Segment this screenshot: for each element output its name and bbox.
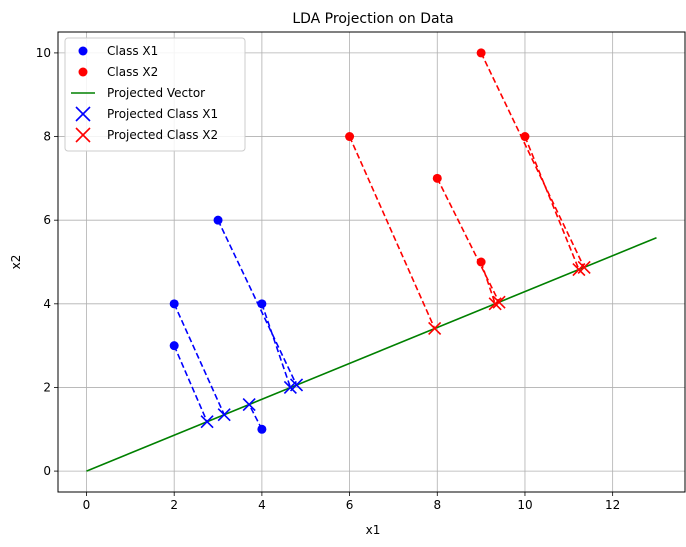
legend-box [64,37,246,152]
projection-line [436,178,500,303]
projected-point [488,297,502,311]
y-tick-label: 4 [43,297,51,311]
y-tick-label: 8 [43,130,51,144]
x-tick-label: 10 [517,498,532,512]
projected-point [572,262,586,277]
projection-line [217,219,298,386]
data-point [169,299,179,309]
data-point [432,173,442,183]
legend-entry: Projected Class X1 [75,106,218,122]
y-tick-label: 0 [43,464,51,478]
projection-line [524,136,580,270]
x-tick-label: 6 [346,498,354,512]
data-marks [169,48,591,434]
data-point [476,257,486,267]
projected-point [217,408,231,422]
projection-line [248,404,263,430]
y-tick-label: 2 [43,380,51,394]
projected-point [428,321,442,336]
projection-line [480,52,585,268]
legend-label: Class X2 [107,65,158,79]
data-point [257,424,267,434]
plot-frame [57,31,686,493]
y-tick-label: 10 [36,46,51,60]
data-point [169,341,179,351]
legend-entry: Class X2 [78,65,158,79]
data-point [476,48,486,58]
legend-entry: Projected Vector [71,86,205,100]
projection-line [480,261,496,305]
projected-point [492,295,506,309]
legend-marker [75,106,91,122]
legend-marker [78,67,88,77]
x-tick-label: 0 [83,498,91,512]
y-axis-label: x2 [9,255,23,270]
projection-line [261,303,292,388]
axis-ticks: 0 2 4 6 8 10 12 0 2 4 6 8 10 [36,46,621,512]
projection-vector [86,237,657,472]
x-tick-label: 2 [170,498,178,512]
data-point [520,132,530,142]
x-axis-label: x1 [366,523,381,537]
y-tick-label: 6 [43,213,51,227]
legend: Class X1 Class X2 Projected Vector Projecte… [64,37,246,152]
x-tick-label: 12 [605,498,620,512]
projected-point [242,398,256,412]
projected-point [283,380,297,395]
legend-entry: Class X1 [78,44,158,58]
legend-label: Projected Class X2 [107,128,218,142]
legend-entry: Projected Class X2 [75,127,218,143]
legend-label: Class X1 [107,44,158,58]
data-point [213,215,223,225]
legend-marker [75,127,91,143]
legend-label: Projected Class X1 [107,107,218,121]
projection-line [348,136,436,329]
x-tick-label: 4 [258,498,266,512]
projection-lines [173,52,585,430]
projection-line [173,303,225,415]
data-point [345,132,355,142]
legend-label: Projected Vector [107,86,205,100]
projection-line [173,345,208,423]
data-point [257,299,267,309]
x-tick-label: 8 [433,498,441,512]
projected-vector-line [86,237,657,472]
projected-point [200,415,214,429]
chart-title: LDA Projection on Data [292,11,453,27]
legend-marker [78,46,88,56]
